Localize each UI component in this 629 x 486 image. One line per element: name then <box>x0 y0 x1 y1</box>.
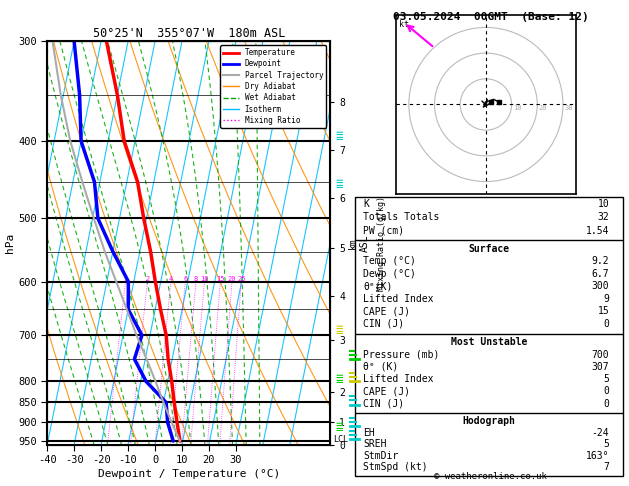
Text: kt: kt <box>399 20 409 30</box>
Text: θᵉ(K): θᵉ(K) <box>364 281 392 291</box>
Text: 32: 32 <box>598 212 610 222</box>
Text: 307: 307 <box>592 362 610 372</box>
Text: CIN (J): CIN (J) <box>364 399 404 409</box>
Text: Lifted Index: Lifted Index <box>364 374 434 384</box>
Text: 15: 15 <box>216 276 225 282</box>
Text: 20: 20 <box>228 276 237 282</box>
Text: Dewp (°C): Dewp (°C) <box>364 269 416 279</box>
Text: CIN (J): CIN (J) <box>364 319 404 329</box>
Text: 4: 4 <box>169 276 173 282</box>
Text: 6.7: 6.7 <box>592 269 610 279</box>
Text: Totals Totals: Totals Totals <box>364 212 440 222</box>
Text: 7: 7 <box>603 462 610 472</box>
Text: Temp (°C): Temp (°C) <box>364 256 416 266</box>
Text: EH: EH <box>364 428 375 438</box>
Text: PW (cm): PW (cm) <box>364 226 404 236</box>
Text: 0: 0 <box>603 386 610 397</box>
Text: θᵉ (K): θᵉ (K) <box>364 362 399 372</box>
Text: 25: 25 <box>237 276 245 282</box>
Text: 1.54: 1.54 <box>586 226 610 236</box>
Text: ≣: ≣ <box>336 421 343 434</box>
Text: K: K <box>364 199 369 208</box>
Text: 10: 10 <box>598 199 610 208</box>
Text: ≣: ≣ <box>336 130 343 142</box>
Text: Lifted Index: Lifted Index <box>364 294 434 304</box>
Text: LCL: LCL <box>333 435 348 444</box>
Text: 9.2: 9.2 <box>592 256 610 266</box>
Text: 2: 2 <box>145 276 150 282</box>
Legend: Temperature, Dewpoint, Parcel Trajectory, Dry Adiabat, Wet Adiabat, Isotherm, Mi: Temperature, Dewpoint, Parcel Trajectory… <box>220 45 326 128</box>
Text: 300: 300 <box>592 281 610 291</box>
Text: 5: 5 <box>603 374 610 384</box>
Text: StmSpd (kt): StmSpd (kt) <box>364 462 428 472</box>
Text: 10: 10 <box>200 276 209 282</box>
Text: -24: -24 <box>592 428 610 438</box>
Text: Hodograph: Hodograph <box>462 417 516 426</box>
Text: CAPE (J): CAPE (J) <box>364 306 410 316</box>
Text: CAPE (J): CAPE (J) <box>364 386 410 397</box>
Text: 0: 0 <box>603 399 610 409</box>
Text: SREH: SREH <box>364 439 387 449</box>
Text: 20: 20 <box>538 104 547 111</box>
Text: 1: 1 <box>123 276 128 282</box>
Text: ≣: ≣ <box>336 324 343 337</box>
Text: 30: 30 <box>564 104 573 111</box>
Text: 5: 5 <box>603 439 610 449</box>
Y-axis label: km
ASL: km ASL <box>348 234 369 252</box>
Text: Mixing Ratio (g/kg): Mixing Ratio (g/kg) <box>377 195 386 291</box>
Text: 03.05.2024  00GMT  (Base: 12): 03.05.2024 00GMT (Base: 12) <box>392 12 589 22</box>
Text: ≣: ≣ <box>336 178 343 191</box>
Text: 9: 9 <box>603 294 610 304</box>
Text: ≣: ≣ <box>336 373 343 385</box>
Text: Surface: Surface <box>469 244 509 254</box>
Text: Most Unstable: Most Unstable <box>451 337 527 347</box>
Text: 10: 10 <box>513 104 521 111</box>
Text: 700: 700 <box>592 349 610 360</box>
Text: 15: 15 <box>598 306 610 316</box>
Text: 8: 8 <box>194 276 198 282</box>
Text: 163°: 163° <box>586 451 610 461</box>
Text: StmDir: StmDir <box>364 451 399 461</box>
Text: Pressure (mb): Pressure (mb) <box>364 349 440 360</box>
X-axis label: Dewpoint / Temperature (°C): Dewpoint / Temperature (°C) <box>97 469 280 479</box>
Y-axis label: hPa: hPa <box>5 233 15 253</box>
Text: © weatheronline.co.uk: © weatheronline.co.uk <box>434 472 547 481</box>
Text: 0: 0 <box>603 319 610 329</box>
Title: 50°25'N  355°07'W  180m ASL: 50°25'N 355°07'W 180m ASL <box>92 27 285 40</box>
Text: 6: 6 <box>183 276 187 282</box>
